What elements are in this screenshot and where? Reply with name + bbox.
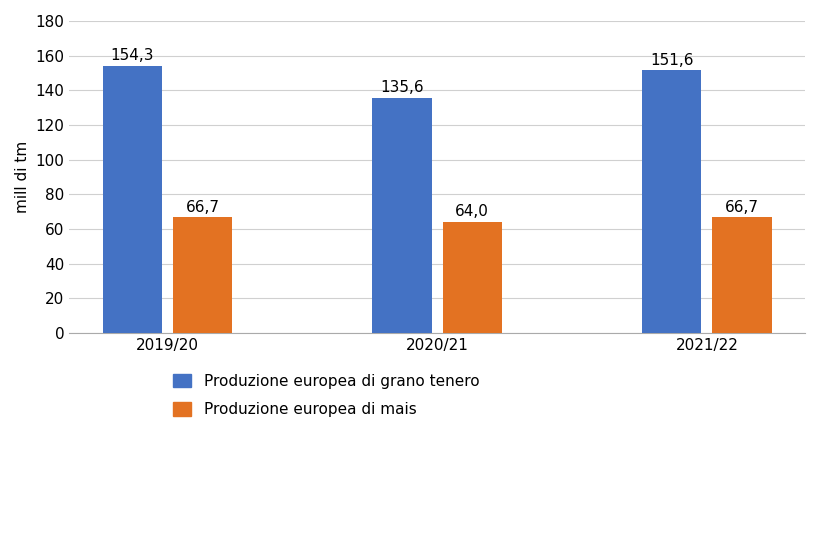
- Y-axis label: mill di tm: mill di tm: [15, 141, 30, 213]
- Bar: [442, 222, 501, 333]
- Text: 154,3: 154,3: [111, 48, 154, 63]
- Bar: [102, 66, 162, 333]
- Text: 66,7: 66,7: [724, 200, 758, 215]
- Bar: [712, 217, 771, 333]
- Text: 66,7: 66,7: [185, 200, 219, 215]
- Text: 64,0: 64,0: [455, 205, 489, 220]
- Bar: [173, 217, 232, 333]
- Text: 135,6: 135,6: [380, 81, 423, 96]
- Legend: Produzione europea di grano tenero, Produzione europea di mais: Produzione europea di grano tenero, Prod…: [165, 366, 486, 425]
- Text: 151,6: 151,6: [649, 53, 693, 68]
- Bar: [641, 70, 700, 333]
- Bar: [372, 98, 432, 333]
